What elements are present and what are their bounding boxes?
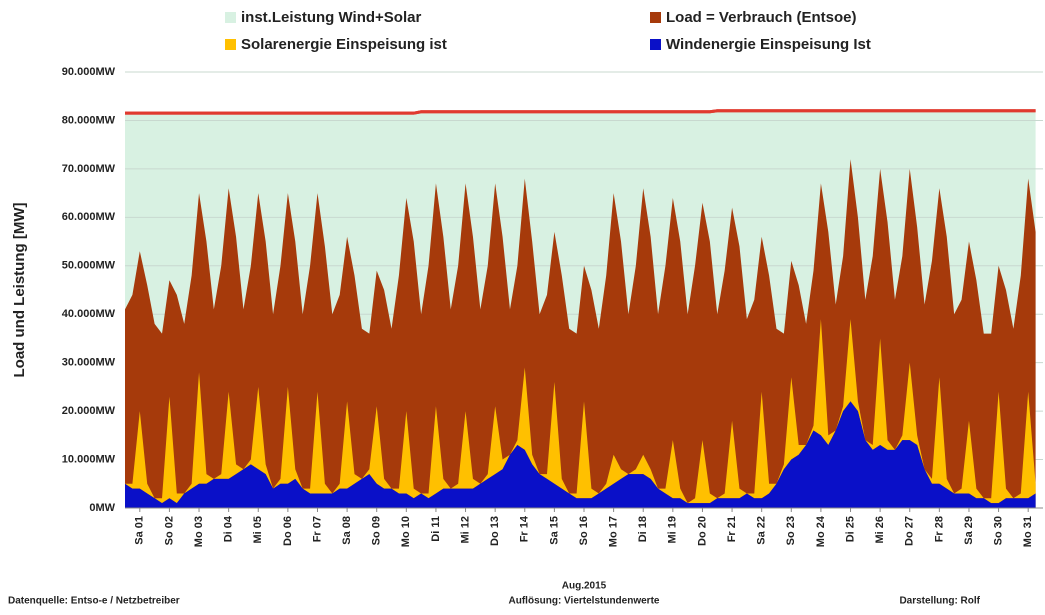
x-tick-label: Do 27 <box>904 516 916 546</box>
legend-label: Load = Verbrauch (Entsoe) <box>666 9 856 26</box>
legend-label: Solarenergie Einspeisung ist <box>241 36 447 53</box>
x-tick-label: Mo 24 <box>815 515 827 547</box>
y-tick-label: 70.000MW <box>62 163 116 175</box>
x-tick-label: Mo 03 <box>193 516 205 547</box>
area-2 <box>125 319 1036 504</box>
legend-swatch <box>650 39 661 50</box>
x-tick-label: Sa 01 <box>134 516 146 545</box>
legend-swatch <box>650 12 661 23</box>
legend-swatch <box>225 39 236 50</box>
x-tick-label: Di 04 <box>223 515 235 542</box>
x-tick-label: Do 13 <box>489 516 501 546</box>
x-tick-label: So 30 <box>992 516 1004 545</box>
y-tick-label: 40.000MW <box>62 308 116 320</box>
y-tick-label: 10.000MW <box>62 453 116 465</box>
x-tick-label: Mo 31 <box>1022 516 1034 547</box>
x-tick-label: So 09 <box>371 516 383 545</box>
x-tick-label: Fr 21 <box>726 516 738 542</box>
y-tick-label: 0MW <box>89 502 115 514</box>
legend-label: inst.Leistung Wind+Solar <box>241 9 421 26</box>
x-tick-label: So 02 <box>163 516 175 545</box>
footer-source: Datenquelle: Entso-e / Netzbetreiber <box>8 596 180 607</box>
x-tick-label: Do 06 <box>282 516 294 546</box>
x-tick-label: Mi 05 <box>252 516 264 544</box>
footer-resolution: Auflösung: Viertelstundenwerte <box>509 596 660 607</box>
footer-author: Darstellung: Rolf <box>899 596 980 607</box>
line-0 <box>125 109 1036 115</box>
x-tick-label: Mi 26 <box>874 516 886 544</box>
x-tick-label: Mi 12 <box>459 516 471 544</box>
x-tick-label: Mi 19 <box>667 516 679 544</box>
x-tick-label: Di 18 <box>637 516 649 542</box>
x-tick-label: Mo 17 <box>608 516 620 547</box>
area-1 <box>125 159 1036 508</box>
x-tick-label: Fr 07 <box>311 516 323 542</box>
x-tick-label: So 16 <box>578 516 590 545</box>
legend-label: Windenergie Einspeisung Ist <box>666 36 871 53</box>
x-tick-label: Do 20 <box>696 516 708 546</box>
y-tick-label: 50.000MW <box>62 260 116 272</box>
area-3 <box>125 401 1036 508</box>
x-tick-label: Sa 29 <box>963 516 975 545</box>
legend-swatch <box>225 12 236 23</box>
x-tick-label: Sa 22 <box>756 516 768 545</box>
x-tick-label: So 23 <box>785 516 797 545</box>
x-tick-label: Mo 10 <box>400 516 412 547</box>
y-tick-label: 30.000MW <box>62 357 116 369</box>
x-tick-label: Fr 14 <box>519 515 531 542</box>
x-tick-label: Di 11 <box>430 516 442 542</box>
x-tick-label: Di 25 <box>844 516 856 542</box>
y-axis-label: Load und Leistung [MW] <box>11 203 28 378</box>
y-tick-label: 60.000MW <box>62 211 116 223</box>
y-tick-label: 80.000MW <box>62 114 116 126</box>
y-tick-label: 90.000MW <box>62 66 116 78</box>
x-axis-label: Aug.2015 <box>562 581 607 592</box>
x-tick-label: Sa 08 <box>341 516 353 545</box>
y-tick-label: 20.000MW <box>62 405 116 417</box>
x-tick-label: Sa 15 <box>548 516 560 545</box>
x-tick-label: Fr 28 <box>933 516 945 542</box>
